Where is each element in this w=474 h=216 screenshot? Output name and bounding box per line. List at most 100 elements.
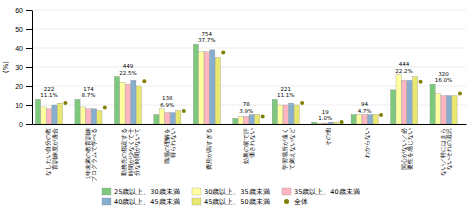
tick-label: 40 bbox=[15, 45, 23, 52]
tick-label: 10 bbox=[15, 102, 23, 109]
tick: 1年未満の教育訓練プログラムで学べる bbox=[84, 124, 97, 182]
axis-line bbox=[33, 124, 467, 125]
tick: 職場の理解を得られない bbox=[163, 124, 177, 164]
tick: 関心がない／必要性を感じない bbox=[400, 124, 414, 170]
grid bbox=[32, 10, 466, 124]
bar bbox=[373, 115, 378, 125]
bar bbox=[154, 115, 159, 125]
annotation: 221 bbox=[280, 86, 291, 92]
chart: 0102030405060(%)なしたい自分の教育訓練度が適合1年未満の教育訓練… bbox=[0, 0, 474, 216]
tick-label: 効果の前で評価されない bbox=[243, 128, 256, 164]
bar bbox=[255, 115, 260, 125]
tick-label: 0 bbox=[19, 121, 23, 128]
bar bbox=[446, 96, 451, 125]
tick-label: 30 bbox=[15, 64, 23, 71]
bar bbox=[159, 109, 164, 124]
bar bbox=[233, 118, 238, 124]
bar bbox=[289, 103, 294, 124]
point bbox=[142, 79, 146, 83]
legend-item: 40歳以上、45歳未満 bbox=[102, 198, 180, 206]
legend-label: 35歳以上、40歳未満 bbox=[294, 188, 360, 196]
bar bbox=[244, 116, 249, 124]
tick-label: 職場の理解を得られない bbox=[163, 128, 177, 164]
legend-swatch bbox=[282, 188, 291, 195]
legend: 25歳以上、30歳未満 30歳以上、35歳未満 35歳以上、40歳未満 40歳以上、4… bbox=[102, 188, 360, 206]
tick: 60 bbox=[15, 7, 32, 14]
tick-label: その他 bbox=[325, 128, 332, 146]
bar bbox=[323, 123, 328, 124]
marks bbox=[35, 44, 462, 124]
legend-swatch bbox=[102, 198, 111, 205]
tick-mark bbox=[26, 67, 32, 68]
bar bbox=[170, 113, 175, 124]
bar bbox=[41, 107, 46, 124]
tick: 勤務先の指定する時間が少なくて十分な時間がないて bbox=[120, 124, 141, 176]
legend-label: 25歳以上、30歳未満 bbox=[114, 188, 180, 196]
bar bbox=[238, 116, 243, 124]
annotation: 22.5% bbox=[119, 70, 136, 76]
annotation: 94 bbox=[361, 101, 368, 107]
plot: 0102030405060(%)なしたい自分の教育訓練度が適合1年未満の教育訓練… bbox=[2, 7, 467, 182]
series bbox=[46, 52, 446, 124]
tick: 学習場所が遠くて満えないなど bbox=[282, 124, 295, 170]
annotation: 138 bbox=[162, 95, 173, 101]
grid-line bbox=[32, 48, 466, 49]
bar bbox=[435, 94, 440, 124]
bar bbox=[120, 82, 125, 124]
annotation: 78 bbox=[243, 101, 250, 107]
annotation: 37.7% bbox=[198, 37, 215, 43]
tick-label: 費用が高すぎる bbox=[205, 128, 213, 170]
bar bbox=[328, 122, 333, 124]
bar bbox=[351, 115, 356, 125]
tick: 効果の前で評価されない bbox=[243, 124, 256, 164]
tick-label: 20 bbox=[15, 83, 23, 90]
tick-label: 60 bbox=[15, 7, 23, 14]
bar bbox=[249, 115, 254, 125]
annotation: 6.9% bbox=[160, 102, 174, 108]
tick: 費用が高すぎる bbox=[205, 124, 213, 170]
series bbox=[35, 44, 435, 124]
tick-mark bbox=[26, 124, 32, 125]
series bbox=[63, 50, 462, 124]
bar bbox=[176, 111, 181, 124]
tick-mark bbox=[26, 105, 32, 106]
annotation: 11.1% bbox=[277, 92, 294, 98]
tick-label: 1年未満の教育訓練プログラムで学べる bbox=[84, 128, 97, 182]
legend-swatch bbox=[102, 188, 111, 195]
tick: ない／特にはまらないそれの選沢 bbox=[440, 124, 453, 176]
tick: 40 bbox=[15, 45, 32, 52]
legend-label: 45歳以上、50歳未満 bbox=[204, 198, 270, 206]
tick: なしたい自分の教育訓練度が適合 bbox=[45, 124, 57, 176]
annotation: 16.0% bbox=[435, 77, 452, 83]
series bbox=[41, 52, 441, 124]
y-axis: 0102030405060 bbox=[15, 7, 32, 128]
bar bbox=[136, 86, 141, 124]
annotation: 11.1% bbox=[40, 92, 57, 98]
annotation: 4.7% bbox=[358, 108, 372, 114]
bar bbox=[278, 105, 283, 124]
bar bbox=[57, 103, 62, 124]
point bbox=[261, 115, 265, 119]
bar bbox=[131, 80, 136, 124]
tick-label: 学習場所が遠くて満えないなど bbox=[282, 128, 295, 170]
bar bbox=[362, 115, 367, 125]
bar bbox=[114, 77, 119, 125]
x-axis: なしたい自分の教育訓練度が適合 1年未満の教育訓練プログラムで学べる 勤務先の指定す… bbox=[33, 124, 467, 182]
bar bbox=[165, 113, 170, 124]
bar bbox=[193, 44, 198, 124]
bar bbox=[357, 115, 362, 125]
legend-label: 30歳以上、35歳未満 bbox=[204, 188, 270, 196]
bar bbox=[97, 111, 102, 124]
annotation: 754 bbox=[202, 31, 213, 37]
axis-title: (%) bbox=[2, 61, 10, 73]
annotation: 8.7% bbox=[81, 92, 95, 98]
bar bbox=[210, 50, 215, 124]
point bbox=[379, 113, 383, 117]
tick: 30 bbox=[15, 64, 32, 71]
point bbox=[182, 109, 186, 113]
bar bbox=[46, 109, 51, 124]
series bbox=[57, 58, 457, 125]
tick-mark bbox=[26, 48, 32, 49]
bar bbox=[80, 107, 85, 124]
bar bbox=[412, 77, 417, 125]
